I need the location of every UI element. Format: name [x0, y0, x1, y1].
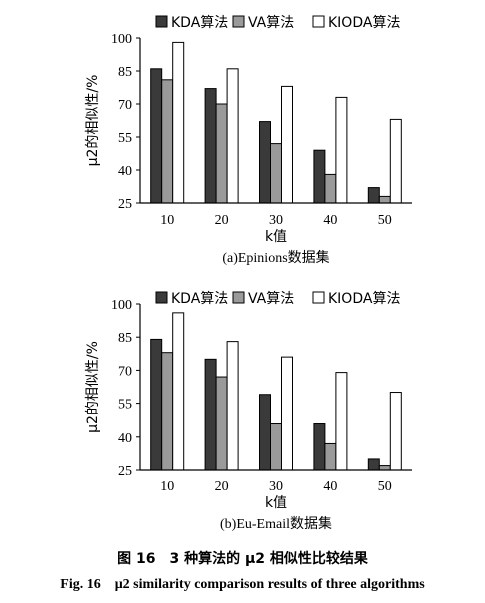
chart1-bar-2-50 [378, 195, 391, 204]
chart1-bar-2-40 [324, 173, 337, 204]
chart1-bar-1-30 [259, 121, 271, 204]
chart1-x-tick-label: 10 [160, 213, 174, 228]
chart1-bar-1-20 [204, 88, 217, 204]
chart1-bar-3-30 [281, 85, 293, 204]
chart2-bar-2-30 [270, 423, 282, 471]
chart1-y-tick-label: 40 [118, 164, 132, 179]
chart2-y-tick-label: 55 [118, 398, 132, 413]
chart1-x-tick-label: 20 [215, 213, 229, 228]
chart1-bar-3-50 [389, 118, 402, 204]
chart2-bar-1-50 [367, 458, 380, 471]
chart2-bar-2-50 [378, 465, 391, 471]
chart1-y-tick-label: 25 [118, 197, 132, 212]
chart2-subtitle: (b)Eu-Email数据集 [220, 515, 332, 532]
chart1-bar-2-20 [215, 103, 228, 204]
chart1-bar-1-10 [150, 68, 163, 204]
chart1-bar-2-30 [270, 143, 282, 204]
figure-caption-chinese: 图 16 3 种算法的 μ2 相似性比较结果 [117, 551, 368, 567]
chart1-bar-1-50 [367, 187, 380, 204]
chart1-bar-2-10 [161, 79, 174, 204]
chart1-y-axis-label: μ2的相似性/% [85, 75, 101, 167]
chart2-bar-3-20 [226, 341, 239, 471]
chart2-bar-3-10 [172, 312, 185, 471]
chart2-bar-1-20 [204, 358, 217, 471]
chart2-bar-1-10 [150, 338, 163, 471]
chart2-y-tick-label: 100 [111, 298, 132, 313]
chart1-x-tick-label: 40 [323, 213, 337, 228]
chart1-y-tick-label: 70 [118, 98, 132, 113]
chart2-y-tick-label: 40 [118, 431, 132, 446]
chart2-bar-1-30 [259, 394, 271, 471]
chart1-y-tick-label: 55 [118, 131, 132, 146]
chart2-bar-2-20 [215, 376, 228, 471]
figure-caption-english: Fig. 16 μ2 similarity comparison results… [60, 577, 425, 592]
chart2-bar-3-30 [281, 356, 293, 471]
chart1-x-tick-label: 50 [378, 213, 392, 228]
chart2-legend-label-1: KDA算法 [171, 291, 228, 307]
figure-canvas: 25 40 55 70 85 100 10 20 30 40 50 μ2的相似性/% k值 (a)Epin… [85, 15, 412, 532]
chart1-legend-swatch-1 [155, 15, 168, 28]
chart1-bar-3-10 [172, 41, 185, 204]
chart2-legend-swatch-1 [155, 291, 168, 304]
chart2-y-axis-label: μ2的相似性/% [85, 341, 101, 433]
chart2-y-tick-label: 85 [118, 331, 132, 346]
chart1-legend-swatch-3 [312, 15, 325, 28]
chart2-y-tick-label: 25 [118, 464, 132, 479]
chart2-x-axis-label: k值 [265, 495, 287, 511]
chart1-legend-label-2: VA算法 [248, 15, 294, 31]
chart1-bar-3-20 [226, 68, 239, 204]
chart1-legend-label-3: KIODA算法 [328, 15, 400, 31]
chart2-bar-2-10 [161, 352, 174, 471]
chart2-x-tick-label: 40 [323, 479, 337, 494]
chart1-y-tick-label: 100 [111, 32, 132, 47]
chart1-bar-1-40 [313, 149, 326, 204]
chart1-bar-3-40 [335, 96, 348, 204]
chart2-legend-swatch-2 [232, 291, 245, 304]
chart1-x-axis-label: k值 [265, 229, 287, 245]
chart2-x-tick-label: 30 [269, 479, 283, 494]
chart2-x-tick-label: 10 [160, 479, 174, 494]
chart2-bar-1-40 [313, 423, 326, 471]
chart2-bar-3-50 [389, 392, 402, 471]
chart2-legend-swatch-3 [312, 291, 325, 304]
chart1-subtitle: (a)Epinions数据集 [222, 249, 329, 266]
chart2-bar-2-40 [324, 442, 337, 471]
chart2-y-tick-label: 70 [118, 364, 132, 379]
chart1-legend-label-1: KDA算法 [171, 15, 228, 31]
chart2-x-tick-label: 50 [378, 479, 392, 494]
chart2-bar-3-40 [335, 372, 348, 471]
chart1-y-tick-label: 85 [118, 65, 132, 80]
chart2-x-tick-label: 20 [215, 479, 229, 494]
chart1-legend-swatch-2 [232, 15, 245, 28]
chart2-legend-label-2: VA算法 [248, 291, 294, 307]
chart1-x-tick-label: 30 [269, 213, 283, 228]
chart2-legend-label-3: KIODA算法 [328, 291, 400, 307]
